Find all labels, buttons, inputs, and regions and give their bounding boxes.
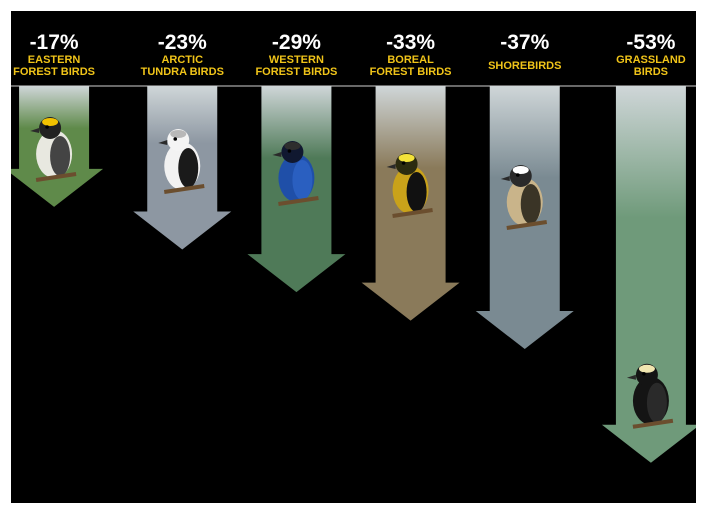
category-label: SHOREBIRDS: [488, 60, 561, 72]
value-label: -37%: [500, 31, 549, 54]
value-label: -53%: [626, 31, 675, 54]
category-label: FOREST BIRDS: [255, 66, 337, 78]
evening-grosbeak-icon: [386, 153, 433, 218]
value-label: -17%: [30, 31, 79, 54]
chart-frame: -17% EASTERN FOREST BIRDS -23% ARCTIC TUNDRA …: [11, 11, 696, 503]
category-label: FOREST BIRDS: [370, 66, 452, 78]
bobolink-icon: [626, 363, 674, 429]
value-label: -23%: [158, 31, 207, 54]
shorebird-plover-icon: [500, 165, 548, 230]
category-label: FOREST BIRDS: [13, 66, 95, 78]
category-label: WESTERN: [269, 54, 324, 66]
category-label: TUNDRA BIRDS: [141, 66, 224, 78]
snow-bunting-icon: [158, 129, 205, 194]
golden-winged-warbler-icon: [30, 117, 77, 182]
category-label: BIRDS: [634, 66, 668, 78]
category-label: ARCTIC: [161, 54, 203, 66]
value-label: -33%: [386, 31, 435, 54]
stellers-jay-icon: [272, 141, 319, 206]
bar-grassland-birds: [601, 86, 696, 463]
category-label: BOREAL: [387, 54, 434, 66]
category-label: EASTERN: [28, 54, 81, 66]
category-label: GRASSLAND: [616, 54, 686, 66]
bars-layer: [11, 86, 696, 463]
value-label: -29%: [272, 31, 321, 54]
